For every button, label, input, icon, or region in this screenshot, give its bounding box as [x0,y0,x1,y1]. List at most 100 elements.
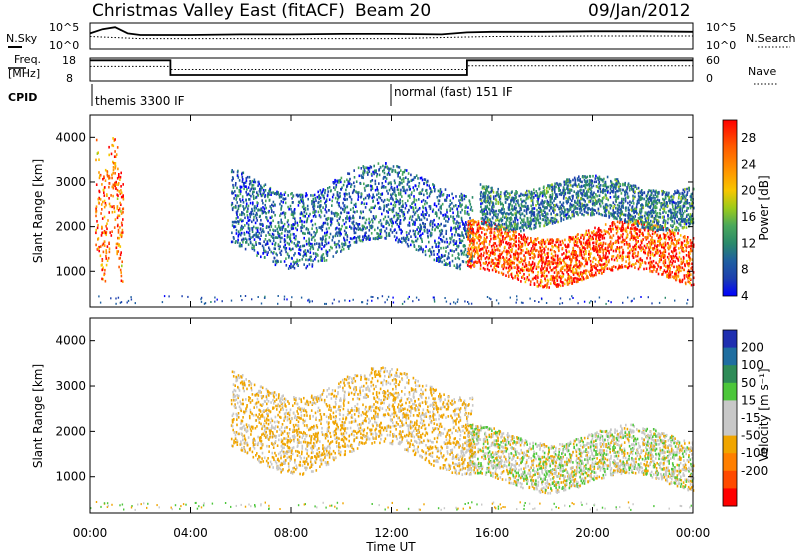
power-echo-point [668,265,670,268]
power-echo-point [463,222,465,225]
power-echo-point [670,214,672,217]
power-panel: 1000200030004000 Slant Range [km] 282420… [31,115,771,307]
power-echo-point [383,209,385,212]
power-echo-point [669,247,671,250]
power-echo-point [320,200,322,203]
power-echo-point [401,205,403,208]
power-echo-point [323,188,325,191]
power-echo-point [564,239,566,242]
power-echo-point [638,246,640,249]
power-echo-point [121,212,123,215]
power-echo-point [558,244,560,247]
power-echo-point [346,198,348,201]
power-echo-point [401,232,403,235]
power-echo-point [507,232,509,235]
power-echo-point [687,241,689,244]
power-echo-point [408,209,410,212]
power-echo-point [474,253,476,256]
power-echo-point [584,247,586,250]
power-echo-point [402,205,404,208]
power-echo-point [444,199,446,202]
power-echo-point [275,225,277,228]
power-echo-point [355,205,357,208]
power-echo-point [557,262,559,265]
power-echo-point [313,201,315,204]
power-echo-point [422,211,424,214]
power-echo-point [622,266,624,269]
power-echo-point [676,275,678,278]
power-echo-point [403,237,405,240]
power-echo-point [596,246,598,249]
power-echo-point [334,215,336,218]
power-echo-point [265,243,267,246]
power-echo-point [540,247,542,250]
power-echo-point [684,210,686,213]
power-echo-point [397,241,399,244]
power-echo-point [478,246,480,249]
power-echo-point [610,235,612,238]
power-echo-point [638,268,640,271]
power-echo-point [586,261,588,264]
power-echo-point [120,193,122,196]
power-echo-point [393,216,395,219]
power-echo-point [678,242,680,245]
power-echo-point [572,256,574,259]
power-echo-point [586,270,588,273]
power-echo-point [667,242,669,245]
power-echo-point [678,259,680,262]
power-echo-point [346,185,348,188]
power-echo-point [329,186,331,189]
power-echo-point [111,177,113,180]
power-echo-point [445,220,447,223]
power-echo-point [395,239,397,242]
power-echo-point [568,250,570,253]
power-echo-point [547,252,549,255]
power-echo-point [343,248,345,251]
power-echo-point [558,283,560,286]
power-echo-point [370,206,372,209]
power-echo-point [552,246,554,249]
power-echo-point [509,268,511,271]
power-echo-point [482,247,484,250]
power-echo-point [563,252,565,255]
power-echo-point [646,257,648,260]
power-echo-point [592,232,594,235]
power-echo-point [571,277,573,280]
power-echo-point [655,231,657,234]
power-echo-point [656,234,658,237]
power-echo-point [274,257,276,260]
power-echo-point [470,228,472,231]
power-echo-point [301,223,303,226]
power-echo-point [627,267,629,270]
power-echo-point [102,244,104,247]
power-echo-point [318,201,320,204]
power-echo-point [323,257,325,260]
power-echo-point [288,267,290,270]
power-echo-point [355,203,357,206]
power-echo-point [401,179,403,182]
power-echo-point [302,232,304,235]
power-echo-point [233,197,235,200]
power-echo-point [353,221,355,224]
power-echo-point [604,266,606,269]
power-echo-point [273,237,275,240]
power-echo-point [262,202,264,205]
power-echo-point [541,255,543,258]
power-echo-point [649,242,651,245]
power-echo-point [684,277,686,280]
power-echo-point [510,238,512,241]
power-echo-point [637,200,639,203]
power-echo-point [659,261,661,264]
power-echo-point [397,214,399,217]
power-echo-point [507,250,509,253]
power-echo-point [244,224,246,227]
power-echo-point [102,178,104,181]
power-echo-point [425,189,427,192]
power-echo-point [353,229,355,232]
power-echo-point [522,259,524,262]
power-echo-point [244,217,246,220]
power-echo-point [462,199,464,202]
power-echo-point [301,230,303,233]
power-echo-point [410,244,412,247]
power-echo-point [272,243,274,246]
